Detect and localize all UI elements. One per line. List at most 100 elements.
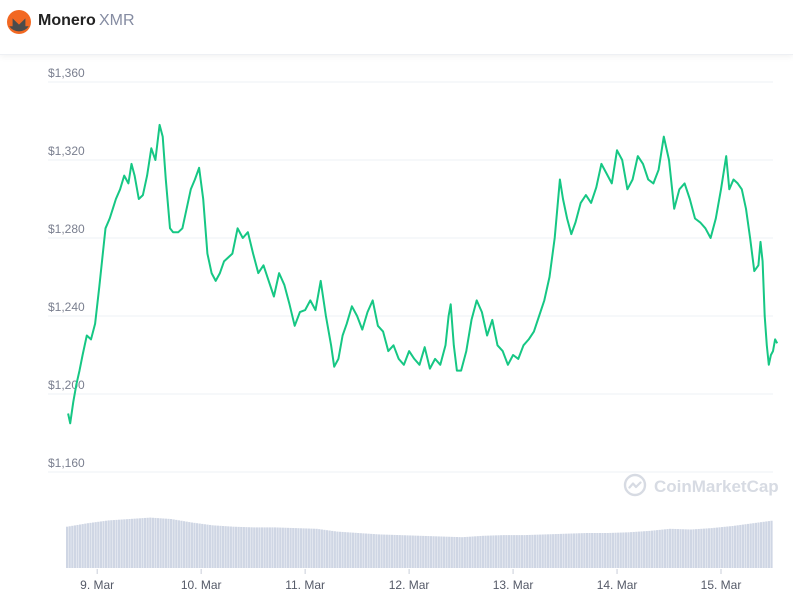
volume-bar — [331, 530, 334, 568]
x-tick-label: 13. Mar — [493, 578, 534, 592]
volume-bar — [229, 526, 232, 568]
volume-bar — [557, 533, 560, 568]
volume-bar — [143, 517, 147, 568]
volume-bar — [507, 535, 511, 568]
volume-bar — [294, 528, 297, 568]
volume-bar — [617, 532, 620, 568]
volume-bar — [728, 526, 732, 568]
volume-bar — [76, 524, 79, 568]
volume-bar — [754, 522, 758, 568]
volume-bar — [91, 522, 95, 568]
volume-bar — [710, 528, 713, 568]
volume-bar — [523, 535, 526, 568]
volume-bar — [474, 536, 477, 568]
volume-bar — [585, 533, 589, 568]
price-chart: $1,160 $1,200 $1,240 $1,280 $1,320 $1,360 Coi… — [0, 55, 793, 599]
volume-bar — [762, 521, 765, 568]
volume-bar — [149, 517, 152, 568]
volume-bar — [484, 535, 487, 568]
volume-bar — [180, 520, 183, 568]
volume-bar — [671, 528, 674, 568]
volume-bar — [549, 534, 552, 568]
volume-bar — [175, 519, 178, 568]
y-tick-label: $1,360 — [48, 66, 85, 80]
volume-bar — [323, 529, 326, 568]
volume-bar — [297, 528, 300, 568]
volume-bar — [734, 525, 737, 568]
volume-bar — [645, 531, 648, 568]
volume-bar — [177, 520, 180, 568]
volume-bar — [461, 537, 464, 568]
volume-bar — [552, 534, 555, 568]
volume-bar — [169, 519, 173, 568]
volume-bar — [299, 528, 303, 568]
volume-bar — [89, 522, 92, 568]
volume-bar — [632, 531, 635, 568]
volume-bar — [354, 532, 357, 568]
volume-bar — [640, 531, 643, 568]
volume-bar — [505, 535, 508, 568]
volume-bar — [705, 528, 708, 568]
volume-bar — [609, 532, 612, 568]
volume-bar — [206, 524, 209, 568]
volume-bar — [424, 535, 427, 568]
volume-bar — [375, 534, 378, 568]
volume-bar — [414, 535, 417, 568]
volume-bar — [567, 533, 570, 568]
volume-bar — [676, 529, 680, 568]
volume-bar — [448, 536, 451, 568]
volume-bar — [115, 519, 118, 568]
volume-bar — [364, 533, 368, 568]
volume-bar — [385, 534, 388, 568]
volume-bar — [770, 520, 773, 568]
volume-bar — [669, 528, 672, 568]
y-tick-label: $1,200 — [48, 378, 85, 392]
volume-bar — [234, 526, 238, 568]
volume-bar — [281, 527, 284, 568]
volume-bar — [463, 537, 466, 568]
volume-bar — [102, 521, 105, 568]
coin-symbol: XMR — [99, 12, 135, 29]
volume-bar — [562, 533, 565, 568]
volume-bar — [120, 519, 123, 568]
volume-bar — [81, 524, 84, 568]
volume-bar — [747, 523, 750, 568]
volume-bar — [219, 525, 222, 568]
volume-bar — [94, 522, 97, 568]
volume-bar — [453, 536, 456, 568]
volume-bar — [674, 528, 677, 568]
watermark: CoinMarketCap — [623, 473, 779, 497]
volume-bar — [518, 535, 521, 568]
volume-bar — [643, 531, 646, 568]
volume-bar — [687, 529, 690, 568]
volume-bar — [349, 532, 352, 568]
volume-bar — [541, 534, 544, 568]
volume-bar — [338, 531, 342, 568]
volume-bar — [513, 535, 516, 568]
volume-bar — [406, 535, 409, 568]
volume-bar — [591, 533, 594, 568]
volume-bar — [409, 535, 412, 568]
x-tick-label: 10. Mar — [181, 578, 222, 592]
volume-bar — [468, 536, 472, 568]
volume-bar — [611, 532, 615, 568]
volume-bar — [302, 528, 305, 568]
volume-bar — [510, 535, 513, 568]
volume-bar — [315, 528, 318, 568]
volume-bar — [242, 527, 245, 568]
volume-bar — [292, 528, 295, 568]
x-tick-label: 12. Mar — [389, 578, 430, 592]
volume-bar — [263, 527, 266, 568]
volume-bar — [253, 527, 256, 568]
volume-bar — [588, 533, 591, 568]
volume-bar — [411, 535, 414, 568]
volume-bar — [476, 536, 479, 568]
y-tick-label: $1,160 — [48, 456, 85, 470]
volume-bar — [403, 535, 407, 568]
volume-bar — [604, 533, 607, 568]
volume-bar — [320, 529, 323, 568]
volume-bar — [570, 533, 573, 568]
x-tick-label: 11. Mar — [285, 578, 325, 592]
volume-bar — [396, 535, 399, 568]
volume-bar — [658, 529, 661, 568]
